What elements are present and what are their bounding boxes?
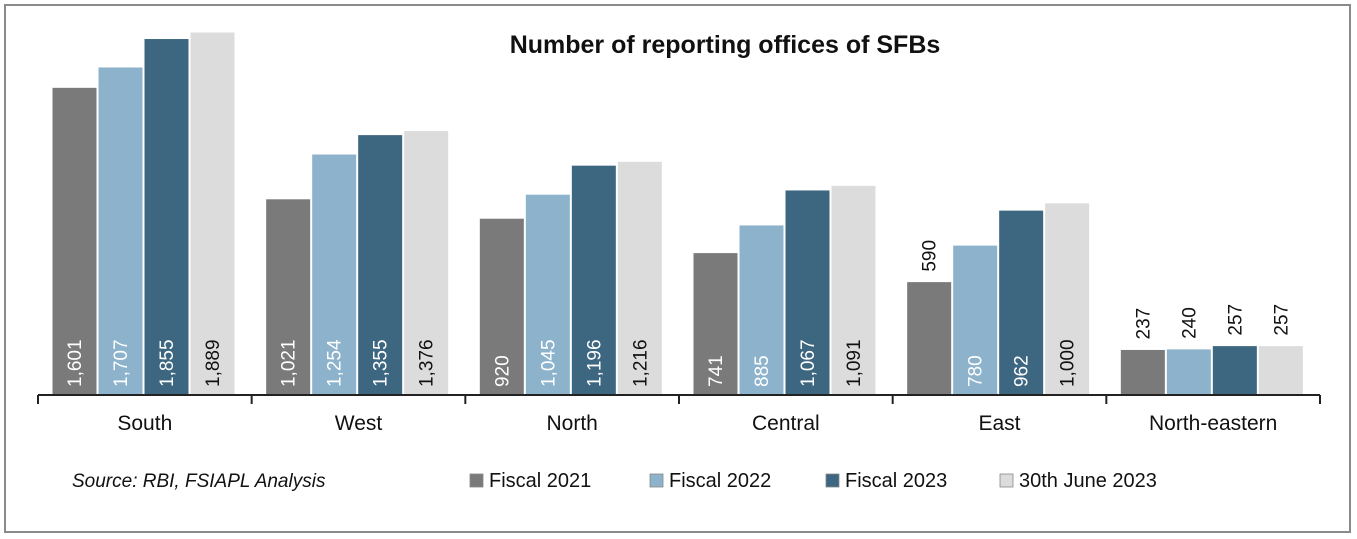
x-axis: South West North Central East North-eastern <box>37 394 1321 435</box>
legend-label-fiscal-2023: Fiscal 2023 <box>845 470 947 492</box>
bar-central-fiscal-2021 <box>692 252 739 396</box>
bar-central-fiscal-2023 <box>784 189 831 396</box>
bar-north-eastern-fiscal-2021 <box>1119 348 1166 396</box>
data-label-north-30th-june-2023: 1,216 <box>630 339 651 387</box>
data-label-central-fiscal-2023: 1,067 <box>798 339 819 387</box>
data-label-east-30th-june-2023: 1,000 <box>1058 339 1079 387</box>
bar-south-fiscal-2023 <box>143 38 190 396</box>
data-label-north-fiscal-2023: 1,196 <box>584 339 605 387</box>
legend-label-fiscal-2021: Fiscal 2021 <box>489 470 591 492</box>
legend-swatch-fiscal-2021 <box>469 473 484 488</box>
data-label-south-fiscal-2022: 1,707 <box>111 339 132 387</box>
data-label-north-eastern-fiscal-2023: 257 <box>1225 304 1246 336</box>
data-label-west-fiscal-2021: 1,021 <box>279 339 300 387</box>
bar-north-fiscal-2022 <box>524 193 571 396</box>
bar-south-30th-june-2023 <box>189 31 236 396</box>
data-label-north-fiscal-2022: 1,045 <box>538 339 559 387</box>
bar-west-fiscal-2023 <box>357 134 404 396</box>
data-label-west-30th-june-2023: 1,376 <box>417 339 438 387</box>
legend-label-fiscal-2022: Fiscal 2022 <box>669 470 771 492</box>
data-label-south-fiscal-2023: 1,855 <box>157 339 178 387</box>
data-label-north-eastern-fiscal-2021: 237 <box>1133 308 1154 340</box>
bar-north-eastern-fiscal-2023 <box>1211 345 1258 396</box>
bar-north-fiscal-2023 <box>570 164 617 396</box>
bar-north-eastern-fiscal-2022 <box>1165 348 1212 396</box>
bar-south-fiscal-2022 <box>97 66 144 396</box>
legend-label-30th-june-2023: 30th June 2023 <box>1019 470 1157 492</box>
source-note: Source: RBI, FSIAPL Analysis <box>72 471 326 492</box>
bar-east-fiscal-2021 <box>906 281 953 396</box>
legend-swatch-fiscal-2023 <box>825 473 840 488</box>
legend-swatch-30th-june-2023 <box>999 473 1014 488</box>
data-label-central-fiscal-2022: 885 <box>752 355 773 387</box>
data-label-north-eastern-30th-june-2023: 257 <box>1271 304 1292 336</box>
data-label-north-fiscal-2021: 920 <box>492 355 513 387</box>
category-label-north: North <box>546 412 597 435</box>
bars-group: 1,601 1,707 1,855 1,889 1,021 1,254 1,355 1,376… <box>51 31 1304 396</box>
bar-south-fiscal-2021 <box>51 86 98 396</box>
category-label-west: West <box>335 412 383 435</box>
data-label-west-fiscal-2023: 1,355 <box>371 339 392 387</box>
bar-west-fiscal-2021 <box>265 198 312 396</box>
category-label-north-eastern: North-eastern <box>1149 412 1277 435</box>
data-label-central-fiscal-2021: 741 <box>706 355 727 387</box>
bar-east-30th-june-2023 <box>1044 202 1091 396</box>
bar-north-fiscal-2021 <box>478 217 525 396</box>
data-label-west-fiscal-2022: 1,254 <box>325 339 346 387</box>
legend: Fiscal 2021 Fiscal 2022 Fiscal 2023 30th Ju… <box>469 470 1157 492</box>
bar-east-fiscal-2022 <box>952 244 999 396</box>
data-label-central-30th-june-2023: 1,091 <box>844 339 865 387</box>
data-label-east-fiscal-2023: 962 <box>1012 355 1033 387</box>
data-label-east-fiscal-2022: 780 <box>966 355 987 387</box>
bar-central-30th-june-2023 <box>830 184 877 396</box>
data-label-east-fiscal-2021: 590 <box>920 240 941 272</box>
data-label-north-eastern-fiscal-2022: 240 <box>1179 307 1200 339</box>
data-label-south-fiscal-2021: 1,601 <box>65 339 86 387</box>
category-label-south: South <box>117 412 172 435</box>
bar-north-eastern-30th-june-2023 <box>1257 345 1304 396</box>
category-label-east: East <box>978 412 1020 435</box>
category-label-central: Central <box>752 412 820 435</box>
bar-central-fiscal-2022 <box>738 224 785 396</box>
bar-north-30th-june-2023 <box>616 160 663 396</box>
legend-swatch-fiscal-2022 <box>649 473 664 488</box>
data-label-south-30th-june-2023: 1,889 <box>203 339 224 387</box>
chart-title: Number of reporting offices of SFBs <box>510 31 941 59</box>
bar-east-fiscal-2023 <box>998 209 1045 396</box>
